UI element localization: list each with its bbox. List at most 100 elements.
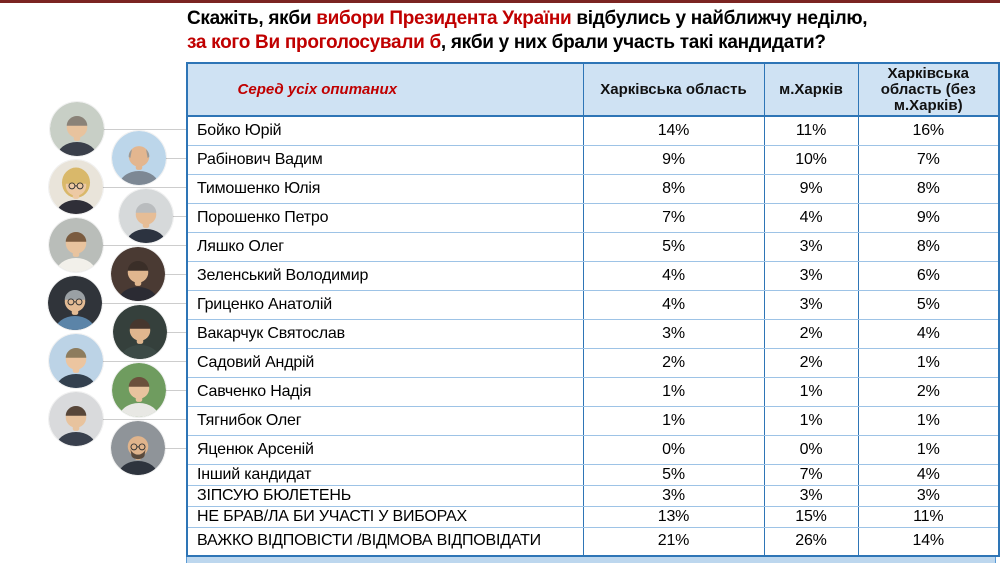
header-row: Серед усіх опитаних Харківська область м… — [186, 62, 1000, 117]
percent-value: 1% — [582, 376, 765, 407]
percent-value: 4% — [857, 318, 1000, 349]
table-row: Рабінович Вадим 9% 10% 7% — [187, 144, 1000, 175]
table-row: Савченко Надія 1% 1% 2% — [187, 376, 1000, 407]
candidate-avatar — [49, 218, 103, 272]
portrait-icon — [113, 305, 167, 359]
percent-value: 1% — [763, 405, 859, 436]
candidate-avatar — [119, 189, 173, 243]
table-header: Серед усіх опитаних Харківська область м… — [186, 62, 1000, 117]
photo-connector-line — [76, 419, 186, 420]
candidate-name: Рабінович Вадим — [187, 144, 584, 175]
percent-value: 3% — [582, 318, 765, 349]
percent-value: 8% — [582, 173, 765, 204]
percent-value: 2% — [763, 347, 859, 378]
portrait-icon — [49, 160, 103, 214]
percent-value: 3% — [857, 484, 1000, 507]
page-title: Скажіть, якби вибори Президента України … — [187, 7, 992, 54]
percent-value: 2% — [763, 318, 859, 349]
percent-value: 9% — [582, 144, 765, 175]
candidate-name: Інший кандидат — [187, 463, 584, 486]
top-accent-bar — [0, 0, 1000, 3]
table-row: Садовий Андрій 2% 2% 1% — [187, 347, 1000, 378]
percent-value: 7% — [582, 202, 765, 233]
candidate-avatar — [112, 363, 166, 417]
candidate-name: Тягнибок Олег — [187, 405, 584, 436]
percent-value: 8% — [857, 231, 1000, 262]
candidate-avatar — [112, 131, 166, 185]
candidate-name: Гриценко Анатолій — [187, 289, 584, 320]
results-table-wrap: Серед усіх опитаних Харківська область м… — [186, 62, 1000, 563]
filter-label: Серед усіх опитаних — [186, 62, 584, 117]
table-row: Бойко Юрій 14% 11% 16% — [187, 115, 1000, 146]
candidate-photos-panel — [0, 0, 186, 563]
percent-value: 8% — [857, 173, 1000, 204]
portrait-icon — [111, 247, 165, 301]
percent-value: 3% — [763, 484, 859, 507]
percent-value: 4% — [582, 289, 765, 320]
candidate-avatar — [49, 160, 103, 214]
table-row: ВАЖКО ВІДПОВІСТИ /ВІДМОВА ВІДПОВІДАТИ 21%… — [187, 526, 1000, 557]
percent-value: 11% — [857, 505, 1000, 528]
percent-value: 1% — [582, 405, 765, 436]
percent-value: 2% — [582, 347, 765, 378]
table-row: Тягнибок Олег 1% 1% 1% — [187, 405, 1000, 436]
percent-value: 16% — [857, 115, 1000, 146]
table-row: Зеленський Володимир 4% 3% 6% — [187, 260, 1000, 291]
candidate-avatar — [50, 102, 104, 156]
column-header-oblast: Харківська область — [582, 62, 765, 117]
candidate-name: Бойко Юрій — [187, 115, 584, 146]
table-body: Бойко Юрій 14% 11% 16% Рабінович Вадим 9% 10% 7… — [187, 115, 1000, 557]
percent-value: 15% — [763, 505, 859, 528]
percent-value: 4% — [857, 463, 1000, 486]
photo-connector-line — [76, 187, 186, 188]
percent-value: 14% — [582, 115, 765, 146]
column-header-oblast-without-city: Харківська область (без м.Харків) — [857, 62, 1000, 117]
table-row: Інший кандидат 5% 7% 4% — [187, 463, 1000, 486]
candidate-name: Ляшко Олег — [187, 231, 584, 262]
table-row: Тимошенко Юлія 8% 9% 8% — [187, 173, 1000, 204]
candidate-avatar — [49, 392, 103, 446]
percent-value: 2% — [857, 376, 1000, 407]
candidate-avatar — [111, 247, 165, 301]
portrait-icon — [48, 276, 102, 330]
table-row: Гриценко Анатолій 4% 3% 5% — [187, 289, 1000, 320]
table-footer-strip — [186, 557, 996, 563]
photo-connector-line — [76, 361, 186, 362]
title-segment-highlight: вибори Президента України — [316, 8, 572, 29]
portrait-icon — [111, 421, 165, 475]
percent-value: 14% — [857, 526, 1000, 557]
percent-value: 5% — [582, 231, 765, 262]
percent-value: 1% — [857, 434, 1000, 465]
candidate-name: ВАЖКО ВІДПОВІСТИ /ВІДМОВА ВІДПОВІДАТИ — [187, 526, 584, 557]
portrait-icon — [49, 392, 103, 446]
photo-connector-line — [76, 245, 186, 246]
candidate-avatar — [113, 305, 167, 359]
table-row: Порошенко Петро 7% 4% 9% — [187, 202, 1000, 233]
percent-value: 26% — [763, 526, 859, 557]
percent-value: 3% — [763, 231, 859, 262]
percent-value: 7% — [857, 144, 1000, 175]
percent-value: 5% — [857, 289, 1000, 320]
title-segment: , якби у них брали участь такі кандидати… — [440, 31, 826, 53]
candidate-avatar — [48, 276, 102, 330]
table-row: НЕ БРАВ/ЛА БИ УЧАСТІ У ВИБОРАХ 13% 15% 11% — [187, 505, 1000, 528]
percent-value: 0% — [582, 434, 765, 465]
portrait-icon — [49, 218, 103, 272]
portrait-icon — [112, 131, 166, 185]
table-row: ЗІПСУЮ БЮЛЕТЕНЬ 3% 3% 3% — [187, 484, 1000, 507]
column-header-city: м.Харків — [763, 62, 859, 117]
candidate-name: НЕ БРАВ/ЛА БИ УЧАСТІ У ВИБОРАХ — [187, 505, 584, 528]
title-segment: відбулись у найближчу неділю, — [571, 8, 868, 29]
percent-value: 13% — [582, 505, 765, 528]
candidate-avatar — [49, 334, 103, 388]
percent-value: 1% — [763, 376, 859, 407]
percent-value: 11% — [763, 115, 859, 146]
candidate-name: Савченко Надія — [187, 376, 584, 407]
title-segment: Скажіть, якби — [187, 8, 317, 29]
title-line-1: Скажіть, якби вибори Президента України … — [187, 7, 992, 31]
table-row: Ляшко Олег 5% 3% 8% — [187, 231, 1000, 262]
title-segment-highlight: за кого Ви проголосували б — [187, 31, 441, 53]
percent-value: 1% — [857, 405, 1000, 436]
percent-value: 3% — [582, 484, 765, 507]
